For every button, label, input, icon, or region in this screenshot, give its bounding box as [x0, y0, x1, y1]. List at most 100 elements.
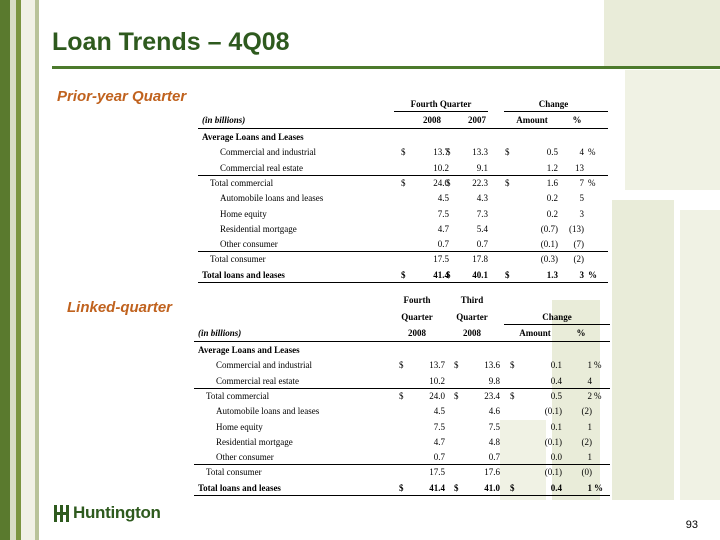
row-label: Commercial real estate [220, 162, 303, 173]
currency-sign: $ [399, 360, 404, 371]
cell-value: 5.4 [476, 223, 488, 234]
table-row: Commercial real estate 10.2 9.1 1.2 13 [196, 161, 608, 176]
logo-text: Huntington [73, 503, 161, 522]
cell-value: 24.0 [429, 390, 445, 401]
table-header-group: Fourth Third [192, 293, 610, 308]
table-header: (in billions) 2008 2008 Amount % [192, 326, 610, 341]
cell-value: 40.1 [472, 269, 488, 280]
table-row: Average Loans and Leases [192, 343, 610, 358]
cell-value: 1.3 [546, 269, 558, 280]
slide-title: Loan Trends – 4Q08 [52, 28, 290, 56]
percent-sign: % [588, 269, 597, 280]
cell-value: 7.3 [476, 208, 488, 219]
table-row: Total commercial $24.0 $22.3 $1.6 7% [196, 176, 608, 191]
row-label: Residential mortgage [220, 223, 297, 234]
rule [194, 495, 610, 496]
table-row: Home equity 7.5 7.3 0.2 3 [196, 207, 608, 222]
column-header: % [572, 115, 582, 125]
cell-value: 0.4 [550, 375, 562, 386]
cell-value: (0.7) [540, 223, 558, 234]
cell-value: 0.2 [546, 193, 558, 204]
group-header: Fourth [403, 295, 431, 305]
linked-quarter-table: Fourth Third Quarter Quarter Change (in … [192, 293, 610, 497]
row-label: Total loans and leases [202, 269, 285, 280]
currency-sign: $ [399, 482, 404, 493]
cell-value: 7.5 [437, 208, 449, 219]
group-header: Change [538, 99, 569, 109]
decor-block [500, 420, 546, 500]
rule [504, 111, 608, 112]
cell-value: 1.2 [546, 162, 558, 173]
huntington-logo: Huntington [54, 503, 161, 523]
cell-value: 17.5 [429, 467, 445, 478]
cell-value: 2 [587, 390, 593, 401]
cell-value: 7.5 [433, 421, 445, 432]
cell-value: 1 [587, 482, 593, 493]
row-label: Total loans and leases [198, 482, 281, 493]
cell-value: 4.8 [488, 436, 500, 447]
cell-value: 17.6 [484, 467, 500, 478]
table-row: Commercial and industrial $13.7 $13.3 $0.5 4… [196, 145, 608, 160]
row-label: Average Loans and Leases [198, 345, 300, 355]
table-row: Residential mortgage 4.7 4.8 (0.1) (2) [192, 435, 610, 450]
rule [198, 128, 608, 129]
cell-value: 0.4 [550, 482, 562, 493]
currency-sign: $ [454, 390, 459, 401]
cell-value: (2) [581, 436, 593, 447]
row-label: Residential mortgage [216, 436, 293, 447]
currency-sign: $ [505, 269, 510, 280]
table-header: (in billions) 2008 2007 Amount % [196, 113, 608, 128]
decor-block [604, 0, 720, 66]
table-row: Total consumer 17.5 17.6 (0.1) (0) [192, 465, 610, 480]
row-label: Total consumer [206, 467, 262, 478]
row-label: Automobile loans and leases [216, 406, 320, 417]
group-header: Third [460, 295, 484, 305]
table-row: Commercial and industrial $13.7 $13.6 $0.1 1… [192, 358, 610, 373]
cell-value: 17.8 [472, 254, 488, 265]
table-row: Total consumer 17.5 17.8 (0.3) (2) [196, 252, 608, 267]
currency-sign: $ [401, 177, 406, 188]
row-label: Commercial real estate [216, 375, 299, 386]
percent-sign: % [588, 147, 596, 158]
cell-value: 9.8 [488, 375, 500, 386]
cell-value: 0.7 [437, 239, 449, 250]
cell-value: 1.6 [546, 177, 558, 188]
table-row: Other consumer 0.7 0.7 (0.1) (7) [196, 237, 608, 252]
cell-value: 1 [587, 452, 593, 463]
table-row: Total commercial $24.0 $23.4 $0.5 2% [192, 389, 610, 404]
cell-value: 4.6 [488, 406, 500, 417]
decor-block [680, 210, 720, 500]
currency-sign: $ [401, 269, 406, 280]
table-row: Total loans and leases $41.4 $41.0 $0.4 1% [192, 481, 610, 496]
currency-sign: $ [510, 360, 515, 371]
currency-sign: $ [505, 177, 510, 188]
row-label: Total consumer [210, 254, 266, 265]
cell-value: 3 [579, 269, 585, 280]
cell-value: 0.2 [546, 208, 558, 219]
cell-value: (0.3) [540, 254, 558, 265]
column-header: % [576, 328, 586, 338]
row-label: Total commercial [206, 390, 270, 401]
cell-value: 17.5 [433, 254, 449, 265]
cell-value: 5 [579, 193, 585, 204]
cell-value: 13.7 [433, 147, 449, 158]
cell-value: (0.1) [544, 436, 562, 447]
cell-value: 0.7 [433, 452, 445, 463]
cell-value: 4.3 [476, 193, 488, 204]
cell-value: 41.4 [429, 482, 445, 493]
currency-sign: $ [446, 147, 451, 158]
table-row: Average Loans and Leases [196, 130, 608, 145]
rule [394, 111, 488, 112]
cell-value: 22.3 [472, 177, 488, 188]
cell-value: 24.0 [433, 177, 449, 188]
row-label: Other consumer [220, 239, 278, 250]
decor-block [612, 200, 674, 500]
cell-value: 13 [575, 162, 584, 173]
cell-value: 10.2 [429, 375, 445, 386]
currency-sign: $ [454, 482, 459, 493]
cell-value: 0.1 [550, 360, 562, 371]
title-rule [52, 66, 720, 69]
rule [198, 282, 608, 283]
row-label: Home equity [220, 208, 267, 219]
table-row: Other consumer 0.7 0.7 0.0 1 [192, 450, 610, 465]
